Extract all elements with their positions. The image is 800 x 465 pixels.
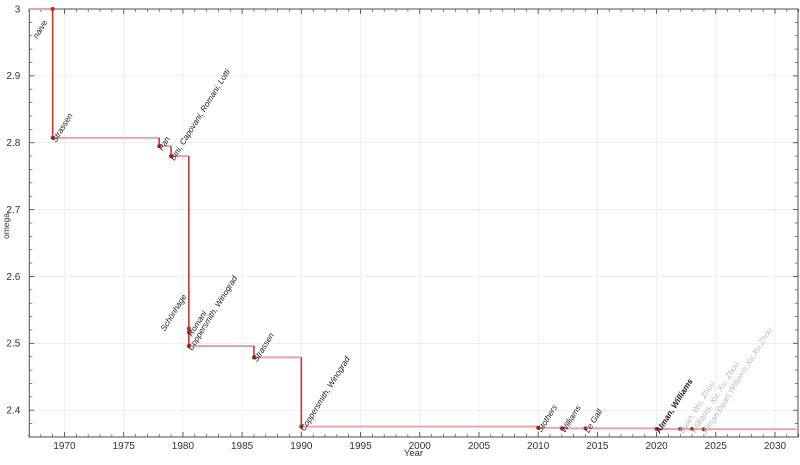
svg-text:2.8: 2.8: [6, 138, 20, 149]
svg-text:2025: 2025: [705, 441, 728, 452]
svg-text:2.6: 2.6: [6, 272, 20, 283]
svg-text:1995: 1995: [349, 441, 372, 452]
svg-text:1970: 1970: [53, 441, 76, 452]
svg-text:1985: 1985: [231, 441, 254, 452]
svg-text:2005: 2005: [468, 441, 491, 452]
svg-text:2.9: 2.9: [6, 71, 20, 82]
svg-text:2.5: 2.5: [6, 339, 20, 350]
svg-text:1980: 1980: [172, 441, 195, 452]
svg-text:2.4: 2.4: [6, 406, 20, 417]
svg-text:3: 3: [15, 4, 21, 15]
svg-text:2010: 2010: [527, 441, 550, 452]
svg-text:1990: 1990: [290, 441, 313, 452]
svg-text:Year: Year: [404, 448, 423, 459]
svg-text:2020: 2020: [645, 441, 668, 452]
svg-text:2015: 2015: [586, 441, 609, 452]
svg-text:omega: omega: [1, 213, 11, 239]
svg-text:1975: 1975: [113, 441, 136, 452]
svg-text:2030: 2030: [764, 441, 787, 452]
